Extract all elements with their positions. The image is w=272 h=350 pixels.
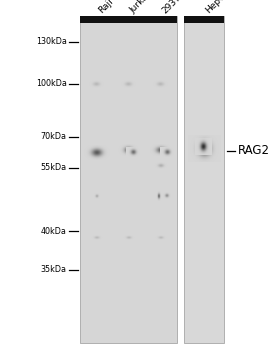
Bar — [80, 16, 177, 343]
Text: 130kDa: 130kDa — [36, 37, 67, 47]
Text: 40kDa: 40kDa — [41, 226, 67, 236]
Bar — [184, 16, 224, 343]
Text: 70kDa: 70kDa — [41, 132, 67, 141]
Text: 55kDa: 55kDa — [41, 163, 67, 173]
Text: Jurkat: Jurkat — [129, 0, 153, 15]
Text: 35kDa: 35kDa — [41, 265, 67, 274]
Text: 100kDa: 100kDa — [36, 79, 67, 89]
Text: RAG2: RAG2 — [238, 144, 270, 157]
Text: HepG2: HepG2 — [204, 0, 232, 15]
Bar — [184, 16, 224, 23]
Text: 293T: 293T — [161, 0, 183, 15]
Text: Raji: Raji — [96, 0, 115, 15]
Bar — [80, 16, 177, 23]
